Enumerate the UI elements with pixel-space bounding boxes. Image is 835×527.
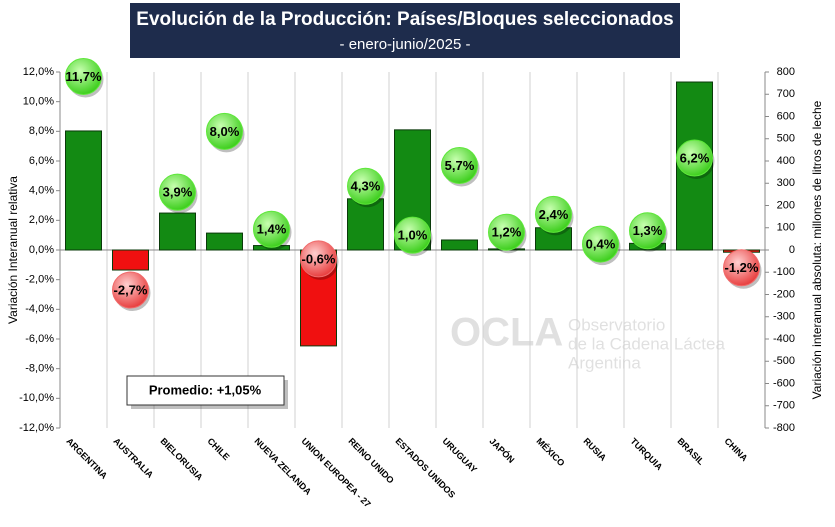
data-label: -0,6%	[302, 251, 336, 266]
y2-tick-label: -800	[773, 422, 795, 434]
marker	[441, 146, 478, 184]
y-tick-label: -6,0%	[25, 333, 54, 345]
y2-tick-label: -500	[773, 355, 795, 367]
y2-tick-label: 800	[777, 66, 795, 78]
data-label: 6,2%	[680, 150, 710, 165]
y-tick-label: 8,0%	[29, 125, 54, 137]
bar	[159, 212, 196, 251]
y2-axis-label: Variación interanual absoluta: millones …	[810, 100, 824, 399]
bar	[441, 239, 478, 251]
y2-tick-label: -700	[773, 400, 795, 412]
data-label: 2,4%	[539, 207, 569, 222]
bar	[112, 249, 149, 271]
y2-tick-label: 400	[777, 155, 795, 167]
marker	[65, 57, 102, 95]
data-label: 1,0%	[398, 228, 428, 243]
data-label: 1,2%	[492, 225, 522, 240]
marker	[629, 212, 666, 250]
y-tick-label: -10,0%	[19, 392, 54, 404]
marker	[723, 249, 760, 287]
y-tick-label: 4,0%	[29, 185, 54, 197]
data-label: 8,0%	[210, 124, 240, 139]
watermark-text: de la Cadena Láctea	[568, 334, 725, 353]
bar	[206, 232, 243, 251]
data-label: -1,2%	[725, 260, 759, 275]
y-tick-label: -12,0%	[19, 422, 54, 434]
watermark: OCLA Observatorio de la Cadena Láctea Ar…	[450, 311, 725, 373]
data-label: 4,3%	[351, 179, 381, 194]
y2-tick-label: 700	[777, 88, 795, 100]
marker	[582, 225, 619, 263]
chart-subtitle: - enero-junio/2025 -	[340, 36, 471, 53]
y-tick-label: -8,0%	[25, 363, 54, 375]
y-tick-label: -4,0%	[25, 303, 54, 315]
marker	[394, 216, 431, 254]
data-label: 11,7%	[65, 69, 102, 84]
bar	[347, 198, 384, 251]
y2-tick-label: 0	[789, 244, 795, 256]
data-label: 1,3%	[633, 223, 663, 238]
marker	[112, 271, 149, 309]
y2-tick-label: -200	[773, 288, 795, 300]
marker	[300, 240, 337, 278]
y2-tick-label: -400	[773, 333, 795, 345]
y2-tick-label: -600	[773, 377, 795, 389]
marker	[159, 173, 196, 211]
marker	[347, 167, 384, 205]
data-label: 3,9%	[163, 185, 193, 200]
bar	[65, 130, 102, 251]
y2-tick-label: 300	[777, 177, 795, 189]
data-label: 5,7%	[445, 158, 475, 173]
y-tick-label: -2,0%	[25, 274, 54, 286]
y-tick-label: 2,0%	[29, 214, 54, 226]
chart-title: Evolución de la Producción: Países/Bloqu…	[136, 9, 673, 30]
y2-tick-label: 100	[777, 222, 795, 234]
data-label: 1,4%	[257, 222, 287, 237]
y-tick-label: 6,0%	[29, 155, 54, 167]
title-box	[130, 3, 680, 58]
watermark-logo: OCLA	[450, 311, 563, 355]
data-label: 0,4%	[586, 237, 616, 252]
y-tick-label: 0,0%	[29, 244, 54, 256]
y2-tick-label: 200	[777, 199, 795, 211]
watermark-text: Observatorio	[568, 315, 665, 334]
annotation-box	[126, 375, 285, 406]
annotation: Promedio: +1,05%	[149, 382, 262, 397]
watermark-text: Argentina	[568, 353, 641, 372]
y2-tick-label: -300	[773, 311, 795, 323]
data-label: -2,7%	[114, 282, 148, 297]
marker	[253, 210, 290, 248]
y-tick-label: 12,0%	[23, 66, 54, 78]
marker	[206, 112, 243, 150]
y-axis-label: Variación Interanual relativa	[6, 176, 20, 324]
y2-tick-label: -100	[773, 266, 795, 278]
marker	[676, 139, 713, 177]
y2-tick-label: 600	[777, 110, 795, 122]
y2-tick-label: 500	[777, 133, 795, 145]
marker	[535, 195, 572, 233]
y-tick-label: 10,0%	[23, 96, 54, 108]
marker	[488, 213, 525, 251]
